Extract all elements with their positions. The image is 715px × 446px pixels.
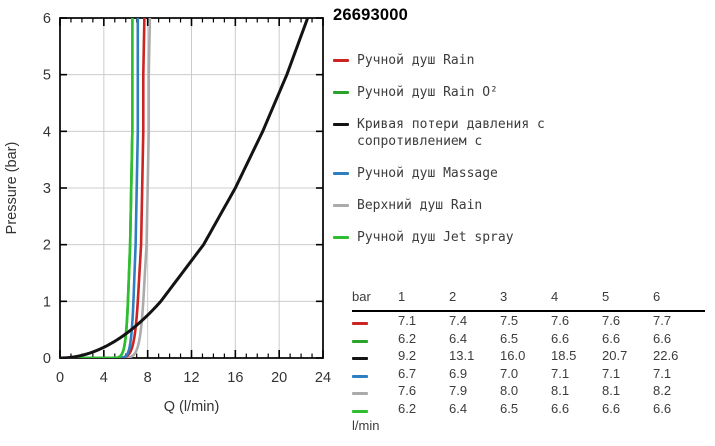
legend-label: Ручной душ Rain (357, 53, 475, 68)
x-axis-title: Q (l/min) (164, 399, 220, 415)
flow-value-cell: 6.6 (602, 330, 621, 346)
series-color-dash-icon (352, 409, 368, 413)
legend-item: Кривая потери давления с сопротивлением с (333, 116, 545, 150)
x-axis-tick-label: 20 (271, 370, 287, 386)
flow-value-cell: 6.6 (653, 330, 672, 346)
flow-value-cell: 7.1 (398, 313, 417, 329)
x-axis-tick-label: 16 (227, 370, 243, 386)
x-axis-tick-label: 24 (315, 370, 331, 386)
table-row: 7.1 7.4 7.5 7.6 7.6 7.7 (352, 312, 705, 330)
flow-value-cell: 6.6 (551, 400, 570, 416)
flow-value-cell: 6.6 (653, 400, 672, 416)
legend-label: Ручной душ Jet spray (357, 230, 514, 245)
flow-value-cell: 8.1 (602, 383, 621, 399)
series-color-dash-icon (352, 357, 368, 361)
series-curve (60, 18, 310, 358)
table-row: 6.2 6.4 6.5 6.6 6.6 6.6 (352, 400, 705, 418)
table-row: 9.2 13.1 16.0 18.5 20.7 22.6 (352, 347, 705, 365)
flow-value-cell: 6.5 (500, 400, 519, 416)
legend-label: Верхний душ Rain (357, 198, 483, 213)
legend-item: Ручной душ Massage (333, 165, 545, 182)
flow-value-cell: 13.1 (449, 348, 475, 364)
y-axis-title: Pressure (bar) (4, 142, 20, 235)
x-axis-tick-label: 12 (183, 370, 199, 386)
series-color-dash-icon (352, 339, 368, 343)
legend-color-dash-icon (333, 91, 349, 94)
table-column-header: 4 (551, 289, 559, 304)
flow-value-cell: 8.1 (551, 383, 570, 399)
table-column-header: 5 (602, 289, 610, 304)
y-axis-tick-label: 2 (43, 238, 51, 254)
legend-color-dash-icon (333, 172, 349, 175)
y-axis-tick-label: 1 (43, 294, 51, 310)
y-axis-tick-label: 6 (43, 11, 51, 27)
flow-value-cell: 6.2 (398, 400, 417, 416)
flow-value-cell: 7.6 (602, 313, 621, 329)
legend-label: Ручной душ Rain O² (357, 85, 498, 100)
x-axis-tick-label: 8 (144, 370, 152, 386)
series-color-dash-icon (352, 322, 368, 326)
flow-value-cell: 8.2 (653, 383, 672, 399)
legend-label: Ручной душ Massage (357, 166, 498, 181)
series-curve (60, 18, 140, 358)
flow-value-cell: 7.0 (500, 365, 519, 381)
flow-value-cell: 6.7 (398, 365, 417, 381)
flow-value-cell: 16.0 (500, 348, 526, 364)
flow-value-cell: 22.6 (653, 348, 679, 364)
legend-item: Верхний душ Rain (333, 197, 545, 214)
flow-value-cell: 20.7 (602, 348, 628, 364)
legend-color-dash-icon (333, 59, 349, 62)
y-axis-tick-label: 0 (43, 351, 51, 367)
table-row: 7.6 7.9 8.0 8.1 8.1 8.2 (352, 382, 705, 400)
flow-value-cell: 9.2 (398, 348, 417, 364)
x-axis-tick-label: 4 (100, 370, 108, 386)
y-axis-tick-label: 3 (43, 181, 51, 197)
table-column-header: 1 (398, 289, 406, 304)
flow-value-cell: 7.6 (398, 383, 417, 399)
table-row: 6.2 6.4 6.5 6.6 6.6 6.6 (352, 330, 705, 348)
flow-value-cell: 7.4 (449, 313, 468, 329)
table-column-header: 2 (449, 289, 457, 304)
series-color-dash-icon (352, 392, 368, 396)
flow-rate-table: bar 1 2 3 4 5 6 7.1 7.4 7.5 7.6 7.6 7.7 6.2 6.4 6.5 6.6 6… (352, 289, 705, 433)
table-unit-label: l/min (352, 418, 380, 433)
table-header-row: bar 1 2 3 4 5 6 (352, 289, 705, 312)
flow-value-cell: 6.4 (449, 400, 468, 416)
x-axis-tick-label: 0 (56, 370, 64, 386)
flow-value-cell: 6.9 (449, 365, 468, 381)
legend-color-dash-icon (333, 204, 349, 207)
flow-value-cell: 7.6 (551, 313, 570, 329)
series-color-dash-icon (352, 374, 368, 378)
legend-color-dash-icon (333, 236, 349, 239)
flow-value-cell: 6.6 (551, 330, 570, 346)
flow-value-cell: 6.5 (500, 330, 519, 346)
table-column-header: 6 (653, 289, 661, 304)
flow-value-cell: 7.1 (602, 365, 621, 381)
legend-item: Ручной душ Jet spray (333, 229, 545, 246)
y-axis-tick-label: 5 (43, 68, 51, 84)
flow-value-cell: 7.5 (500, 313, 519, 329)
legend-item: Ручной душ Rain (333, 52, 545, 69)
chart-legend: Ручной душ Rain Ручной душ Rain O² Кривая … (333, 52, 545, 261)
table-corner-label: bar (352, 289, 371, 304)
product-number-title: 26693000 (333, 6, 409, 24)
series-curve (60, 18, 134, 358)
flow-value-cell: 8.0 (500, 383, 519, 399)
flow-value-cell: 18.5 (551, 348, 577, 364)
legend-color-dash-icon (333, 123, 349, 126)
flow-value-cell: 7.1 (653, 365, 672, 381)
y-axis-tick-label: 4 (43, 124, 51, 140)
table-row: 6.7 6.9 7.0 7.1 7.1 7.1 (352, 365, 705, 383)
flow-value-cell: 6.6 (602, 400, 621, 416)
flow-value-cell: 6.2 (398, 330, 417, 346)
flow-value-cell: 7.1 (551, 365, 570, 381)
flow-value-cell: 7.7 (653, 313, 672, 329)
legend-item: Ручной душ Rain O² (333, 84, 545, 101)
table-column-header: 3 (500, 289, 508, 304)
flow-value-cell: 6.4 (449, 330, 468, 346)
flow-value-cell: 7.9 (449, 383, 468, 399)
legend-label: Кривая потери давления с сопротивлением с (357, 117, 545, 149)
